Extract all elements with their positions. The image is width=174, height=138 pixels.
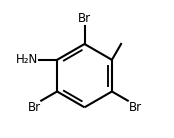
Text: Br: Br — [27, 101, 41, 114]
Text: H₂N: H₂N — [16, 53, 38, 66]
Text: Br: Br — [128, 101, 142, 114]
Text: Br: Br — [78, 12, 91, 25]
